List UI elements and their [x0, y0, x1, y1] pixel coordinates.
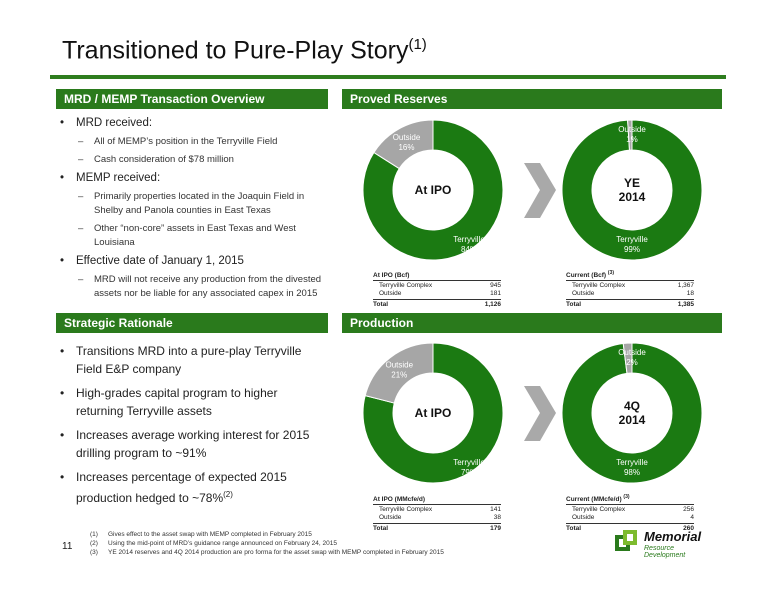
table-header: Current (MMcfe/d) (3)	[566, 494, 694, 506]
bullet-pure-play: Transitions MRD into a pure-play Terryvi…	[56, 342, 318, 378]
bullet-hedged: Increases percentage of expected 2015 pr…	[56, 468, 318, 507]
label-outside-pct: 2%	[626, 358, 638, 367]
table-production-current: Current (MMcfe/d) (3) Terryville Complex…	[566, 494, 694, 533]
section-header-reserves: Proved Reserves	[342, 89, 722, 109]
logo-mark-icon	[615, 530, 637, 551]
label-terryville-pct: 99%	[624, 245, 640, 254]
title-rule	[50, 75, 726, 79]
section-header-production: Production	[342, 313, 722, 333]
sub-bullet: All of MEMP’s position in the Terryville…	[56, 135, 328, 149]
bullet-high-grades: High-grades capital program to higher re…	[56, 384, 318, 420]
page-number: 11	[62, 541, 73, 552]
footnote: (3) YE 2014 reserves and 4Q 2014 producti…	[90, 549, 444, 556]
company-logo: Memorial Resource Development	[614, 527, 710, 559]
label-terryville-name: Terryville	[616, 235, 648, 244]
label-terryville-name: Terryville	[453, 458, 485, 467]
overview-bullets: MRD received: All of MEMP’s position in …	[56, 116, 328, 305]
donut-hole	[393, 373, 473, 453]
table-header: Current (Bcf) (3)	[566, 270, 694, 282]
arrow-chevron-production	[524, 386, 556, 441]
label-outside-name: Outside	[618, 348, 646, 357]
sub-bullet: Other “non-core” assets in East Texas an…	[56, 222, 328, 250]
footnote: (1) Gives effect to the asset swap with M…	[90, 531, 312, 538]
label-outside-name: Outside	[393, 133, 421, 142]
strategic-bullets: Transitions MRD into a pure-play Terryvi…	[56, 342, 318, 513]
footnote: (2) Using the mid-point of MRD’s guidance…	[90, 540, 337, 547]
table-header: At IPO (Bcf)	[373, 270, 501, 282]
section-header-overview: MRD / MEMP Transaction Overview	[56, 89, 328, 109]
center-label: YE	[624, 176, 640, 190]
table-total-row: Total 260	[566, 523, 694, 533]
label-outside-name: Outside	[618, 125, 646, 134]
center-label: 2014	[619, 413, 646, 427]
table-reserves-ipo: At IPO (Bcf) Terryville Complex 945 Outsi…	[373, 270, 501, 309]
logo-subtitle: Resource Development	[644, 545, 686, 559]
center-label: 2014	[619, 190, 646, 204]
logo-name: Memorial	[644, 529, 702, 544]
center-label: At IPO	[415, 406, 452, 420]
table-row: Outside 181	[379, 290, 501, 298]
table-row: Terryville Complex 141	[379, 506, 501, 514]
label-terryville-pct: 98%	[624, 468, 640, 477]
label-outside-pct: 21%	[391, 371, 407, 380]
donut-hole	[592, 373, 672, 453]
bullet-mrd-received: MRD received:	[56, 116, 328, 131]
center-label: 4Q	[624, 399, 640, 413]
bullet-effective-date: Effective date of January 1, 2015	[56, 254, 328, 269]
section-header-strategic: Strategic Rationale	[56, 313, 328, 333]
table-total-row: Total 179	[373, 523, 501, 533]
donut-hole	[592, 150, 672, 230]
table-production-ipo: At IPO (MMcfe/d) Terryville Complex 141 O…	[373, 494, 501, 533]
table-reserves-current: Current (Bcf) (3) Terryville Complex 1,36…	[566, 270, 694, 309]
table-row: Terryville Complex 945	[379, 282, 501, 290]
page-title: Transitioned to Pure-Play Story(1)	[62, 36, 427, 65]
donut-hole	[393, 150, 473, 230]
label-outside-pct: 16%	[398, 143, 414, 152]
table-row: Terryville Complex 1,367	[572, 282, 694, 290]
table-row: Outside 38	[379, 514, 501, 522]
label-terryville-pct: 79%	[461, 468, 477, 477]
label-outside-pct: 1%	[626, 135, 638, 144]
sub-bullet: Cash consideration of $78 million	[56, 153, 328, 167]
table-total-row: Total 1,126	[373, 299, 501, 309]
table-row: Outside 18	[572, 290, 694, 298]
center-label: At IPO	[415, 183, 452, 197]
bullet-working-interest: Increases average working interest for 2…	[56, 426, 318, 462]
label-terryville-name: Terryville	[616, 458, 648, 467]
table-total-row: Total 1,385	[566, 299, 694, 309]
sub-bullet: MRD will not receive any production from…	[56, 273, 328, 301]
label-terryville-name: Terryville	[453, 235, 485, 244]
arrow-chevron-reserves	[524, 163, 556, 218]
table-header: At IPO (MMcfe/d)	[373, 494, 501, 506]
sub-bullet: Primarily properties located in the Joaq…	[56, 190, 328, 218]
label-terryville-pct: 84%	[461, 245, 477, 254]
table-row: Terryville Complex 256	[572, 506, 694, 514]
bullet-memp-received: MEMP received:	[56, 171, 328, 186]
label-outside-name: Outside	[386, 361, 414, 370]
footnotes: (1) Gives effect to the asset swap with M…	[90, 530, 444, 557]
table-row: Outside 4	[572, 514, 694, 522]
